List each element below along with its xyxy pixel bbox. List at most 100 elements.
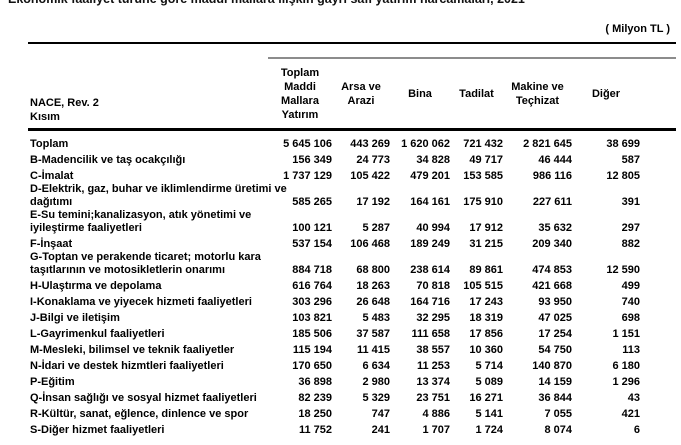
row-label: F-İnşaat [30,237,73,250]
header-divider-line [268,57,676,59]
column-header-label: Bina [408,87,432,100]
table-row: H-Ulaştırma ve depolama 616 764 18 263 70 8… [28,277,676,293]
row-value: 238 614 [410,263,450,276]
row-value: 38 557 [416,343,450,356]
row-value: 115 194 [292,343,332,356]
row-spacer [640,293,676,309]
table-row: P-Eğitim 36 898 2 980 13 374 5 089 14 159 1 29… [28,373,676,389]
row-value: 93 950 [538,295,572,308]
row-value: 49 717 [469,153,503,166]
header-spacer [640,43,676,131]
row-value: 5 714 [475,359,503,372]
table-row: N-İdari ve destek hizmtleri faaliyetleri… [28,357,676,373]
row-value: 189 249 [410,237,450,250]
table-row: Q-İnsan sağlığı ve sosyal hizmet faaliye… [28,389,676,405]
table-row: B-Madencilik ve taş ocakçılığı 156 349 24 … [28,151,676,167]
row-value: 537 154 [292,237,332,250]
row-label: C-İmalat [30,169,74,182]
table-row: E-Su temini;kanalizasyon, atık yönetimi … [28,209,676,235]
table-row: M-Mesleki, bilimsel ve teknik faaliyetle… [28,341,676,357]
row-spacer [640,209,676,235]
table-header: NACE, Rev. 2 Kısım Toplam Maddi Mallara … [28,43,676,131]
row-value: 297 [621,221,640,234]
row-value: 884 718 [292,263,332,276]
row-label: G-Toptan ve perakende ticaret; motorlu k… [30,250,261,276]
row-spacer [640,405,676,421]
row-value: 882 [621,237,640,250]
row-value: 747 [371,407,390,420]
row-spacer [640,309,676,325]
row-value: 12 590 [606,263,640,276]
row-label: N-İdari ve destek hizmtleri faaliyetleri [30,359,224,372]
column-header-label: Toplam Maddi Mallara Yatırım [280,66,320,121]
column-header-label: Tadilat [459,87,494,100]
row-value: 241 [371,423,390,436]
table-row: I-Konaklama ve yiyecek hizmeti faaliyetl… [28,293,676,309]
row-value: 54 750 [538,343,572,356]
row-value: 421 668 [532,279,572,292]
table-row: G-Toptan ve perakende ticaret; motorlu k… [28,251,676,277]
row-value: 105 422 [350,169,390,182]
row-label: M-Mesleki, bilimsel ve teknik faaliyetle… [30,343,235,356]
row-value: 2 821 645 [523,137,572,150]
table-body: Toplam 5 645 106 443 269 1 620 062 721 432 2 … [28,129,676,437]
row-value: 31 215 [469,237,503,250]
row-value: 35 632 [538,221,572,234]
row-value: 1 151 [612,327,640,340]
row-label: J-Bilgi ve iletişim [30,311,120,324]
row-value: 89 861 [469,263,503,276]
row-value: 5 089 [475,375,503,388]
row-label: Q-İnsan sağlığı ve sosyal hizmet faaliye… [30,391,257,404]
row-value: 11 415 [356,343,390,356]
row-value: 24 773 [356,153,390,166]
column-header: Makine ve Teçhizat [503,43,572,131]
row-value: 2 980 [362,375,390,388]
row-value: 170 650 [292,359,332,372]
row-value: 616 764 [292,279,332,292]
row-value: 303 296 [292,295,332,308]
row-spacer [640,389,676,405]
row-value: 23 751 [416,391,450,404]
row-label: P-Eğitim [30,375,75,388]
row-value: 36 844 [538,391,572,404]
row-value: 156 349 [292,153,332,166]
unit-note: ( Milyon TL ) [605,23,670,35]
row-value: 164 161 [410,195,450,208]
row-spacer [640,129,676,151]
row-spacer [640,251,676,277]
column-header: Bina [390,43,450,131]
row-value: 5 329 [362,391,390,404]
column-header: Tadilat [450,43,503,131]
row-value: 8 074 [544,423,572,436]
row-label: D-Elektrik, gaz, buhar ve iklimlendirme … [30,182,287,208]
table-row: L-Gayrimenkul faaliyetleri 185 506 37 587 1… [28,325,676,341]
row-spacer [640,421,676,437]
row-value: 587 [621,153,640,166]
row-value: 5 483 [362,311,390,324]
table-row: Toplam 5 645 106 443 269 1 620 062 721 432 2 … [28,129,676,151]
row-value: 499 [621,279,640,292]
row-value: 68 800 [356,263,390,276]
row-value: 698 [621,311,640,324]
row-value: 18 263 [356,279,390,292]
table-row: C-İmalat 1 737 129 105 422 479 201 153 585 98… [28,167,676,183]
row-value: 153 585 [463,169,503,182]
row-label: S-Diğer hizmet faaliyetleri [30,423,165,436]
row-value: 421 [621,407,640,420]
row-value: 17 243 [469,295,503,308]
row-spacer [640,167,676,183]
row-value: 32 295 [416,311,450,324]
column-header-label: Diğer [591,87,621,100]
row-value: 4 886 [422,407,450,420]
row-value: 6 [633,423,640,436]
row-value: 37 587 [356,327,390,340]
column-header: Arsa ve Arazi [332,43,390,131]
row-value: 721 432 [463,137,503,150]
row-value: 18 319 [469,311,503,324]
row-value: 38 699 [606,137,640,150]
row-value: 103 821 [292,311,332,324]
column-header-label: Arsa ve Arazi [341,80,381,107]
data-table-container: NACE, Rev. 2 Kısım Toplam Maddi Mallara … [28,42,676,437]
row-value: 34 828 [416,153,450,166]
column-header: Diğer [572,43,640,131]
